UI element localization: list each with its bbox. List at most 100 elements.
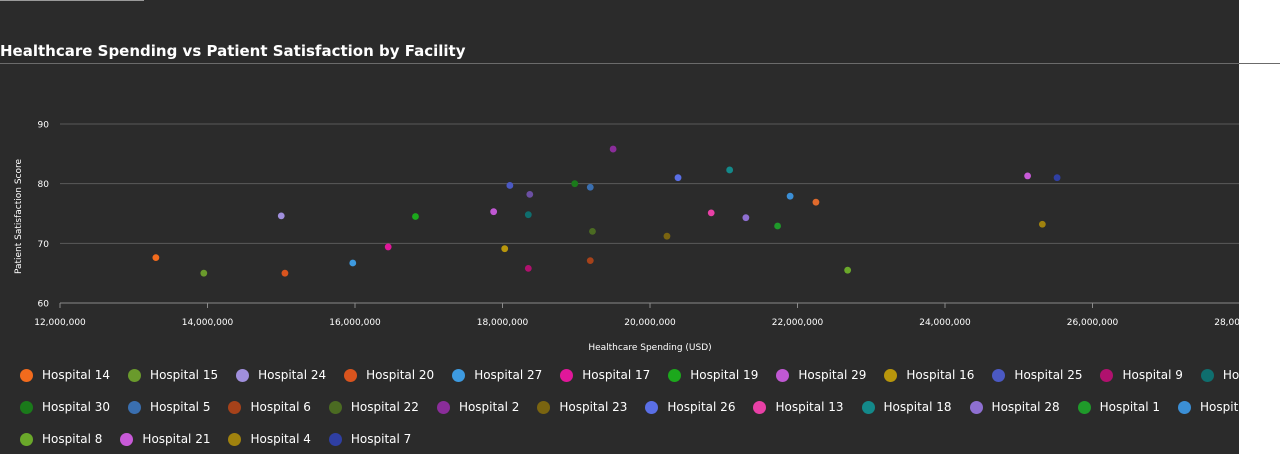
legend-label: Hospital 21 — [142, 432, 211, 446]
legend-label: Hospital 17 — [582, 368, 651, 382]
legend-item[interactable]: Hospital 30 — [20, 400, 110, 414]
legend-item[interactable]: Hospital 22 — [328, 400, 419, 414]
legend-item[interactable]: Hospital 4 — [228, 432, 311, 446]
data-point-hospital-9 — [524, 264, 532, 272]
legend-item[interactable]: Hospital 2 — [436, 400, 520, 414]
legend-label: Hospital 20 — [366, 368, 435, 382]
legend-item[interactable]: Hospital 1 — [1077, 400, 1161, 414]
legend-item[interactable]: Hospital 15 — [128, 368, 218, 382]
legend-swatch — [1077, 400, 1091, 414]
legend-item[interactable]: Hospital 5 — [128, 400, 210, 414]
data-point-hospital-5 — [586, 183, 594, 191]
x-tick-label: 28,000,000 — [1214, 318, 1239, 328]
legend-item[interactable]: Hospital 21 — [120, 432, 210, 446]
legend-swatch — [753, 400, 767, 414]
legend-item[interactable]: Hospital 13 — [753, 400, 844, 414]
legend-label: Hospital 22 — [350, 400, 419, 414]
data-point-hospital-25 — [506, 182, 514, 189]
data-point-hospital-28 — [742, 214, 750, 222]
legend-label: Hospital 1 — [1099, 400, 1161, 414]
legend-label: Hospital 15 — [150, 368, 219, 382]
legend-item[interactable]: Hospital 9 — [1100, 368, 1183, 382]
legend-label: Hospital 7 — [350, 432, 412, 446]
data-point-hospital-4 — [1038, 220, 1046, 228]
data-point-hospital-19 — [412, 213, 419, 220]
legend-swatch — [128, 400, 142, 414]
legend-label: Hospital 25 — [1014, 368, 1083, 382]
data-point-hospital-13 — [707, 209, 715, 217]
legend-label: Hospital 5 — [150, 400, 211, 414]
scatter-plot: 60 70 80 90 12,000,000 14,000,000 16,000,000 18… — [14, 121, 1239, 353]
legend-swatch — [20, 432, 33, 446]
legend-label: Hospital 29 — [798, 368, 867, 382]
legend-item[interactable]: Hospital 29 — [776, 368, 866, 382]
legend-label: Hospital 27 — [474, 368, 543, 382]
data-point-hospital-23 — [663, 232, 671, 240]
data-point-hospital-12 — [524, 211, 532, 219]
chart-panel: Healthcare Spending vs Patient Satisfact… — [0, 0, 1239, 454]
data-point-hospital-17 — [384, 243, 392, 251]
legend-swatch — [560, 368, 574, 382]
legend-item[interactable]: Hospital 18 — [861, 400, 952, 414]
x-tick-label: 22,000,000 — [772, 318, 824, 328]
legend-item[interactable]: Hospital 19 — [668, 368, 758, 382]
legend-label: Hospital 6 — [250, 400, 311, 414]
data-point-hospital-29 — [490, 208, 498, 216]
legend-swatch — [228, 432, 242, 446]
legend-swatch — [344, 368, 358, 382]
data-point-hospital-6 — [586, 257, 594, 265]
y-axis-title: Patient Satisfaction Score — [14, 159, 24, 275]
legend-item[interactable]: Hospital 17 — [560, 368, 650, 382]
legend-item[interactable]: Hospital 6 — [228, 400, 311, 414]
legend-item[interactable]: Hospital 23 — [537, 400, 627, 414]
legend-swatch — [20, 400, 33, 414]
legend-swatch — [776, 368, 790, 382]
legend-row: Hospital 30 Hospital 5 Hospital 6 Hospital … — [20, 396, 1239, 418]
y-tick-label: 60 — [38, 300, 50, 310]
y-tick-label: 90 — [38, 121, 50, 131]
data-point-hospital-1 — [774, 222, 781, 230]
data-point-hospital-7 — [1053, 174, 1061, 182]
x-tick-label: 12,000,000 — [34, 318, 86, 328]
legend-item[interactable]: Hospital 16 — [884, 368, 974, 382]
legend-item[interactable]: Hospital 20 — [344, 368, 434, 382]
chart-legend: Hospital 14 Hospital 15 Hospital 24 Hospita… — [20, 364, 1239, 454]
data-point-hospital-8 — [844, 266, 852, 274]
legend-swatch — [20, 368, 33, 382]
legend-label: Hospital 10 — [1200, 400, 1239, 414]
legend-item[interactable]: Hospital 25 — [992, 368, 1082, 382]
legend-label: Hospital 13 — [775, 400, 844, 414]
legend-label: Hospital 14 — [42, 368, 111, 382]
legend-label: Hospital 18 — [883, 400, 952, 414]
legend-swatch — [668, 368, 682, 382]
legend-swatch — [1100, 368, 1114, 382]
legend-item[interactable]: Hospital 27 — [452, 368, 542, 382]
legend-item[interactable]: Hospital 8 — [20, 432, 102, 446]
legend-item[interactable]: Hospital 28 — [969, 400, 1060, 414]
data-point-hospital-10 — [786, 192, 794, 200]
legend-item[interactable]: Hospital 12 — [1200, 368, 1239, 382]
legend-swatch — [436, 400, 450, 414]
legend-label: Hospital 26 — [667, 400, 736, 414]
legend-item[interactable]: Hospital 26 — [645, 400, 735, 414]
legend-swatch — [452, 368, 466, 382]
x-tick-label: 20,000,000 — [624, 318, 676, 328]
data-point-hospital-11 — [526, 191, 534, 198]
data-point-hospital-21 — [1024, 172, 1031, 180]
legend-item[interactable]: Hospital 10 — [1178, 400, 1239, 414]
legend-item[interactable]: Hospital 14 — [20, 368, 110, 382]
legend-label: Hospital 2 — [458, 400, 520, 414]
title-divider — [0, 63, 1280, 64]
data-point-hospital-24 — [277, 212, 285, 220]
legend-item[interactable]: Hospital 24 — [236, 368, 326, 382]
legend-swatch — [1200, 368, 1214, 382]
legend-label: Hospital 4 — [250, 432, 311, 446]
legend-item[interactable]: Hospital 7 — [328, 432, 412, 446]
data-point-hospital-14 — [152, 254, 160, 262]
legend-label: Hospital 8 — [42, 432, 103, 446]
x-tick-label: 14,000,000 — [182, 318, 234, 328]
legend-swatch — [537, 400, 551, 414]
legend-row: Hospital 14 Hospital 15 Hospital 24 Hospita… — [20, 364, 1239, 386]
data-point-hospital-2 — [609, 145, 617, 153]
legend-label: Hospital 24 — [258, 368, 327, 382]
